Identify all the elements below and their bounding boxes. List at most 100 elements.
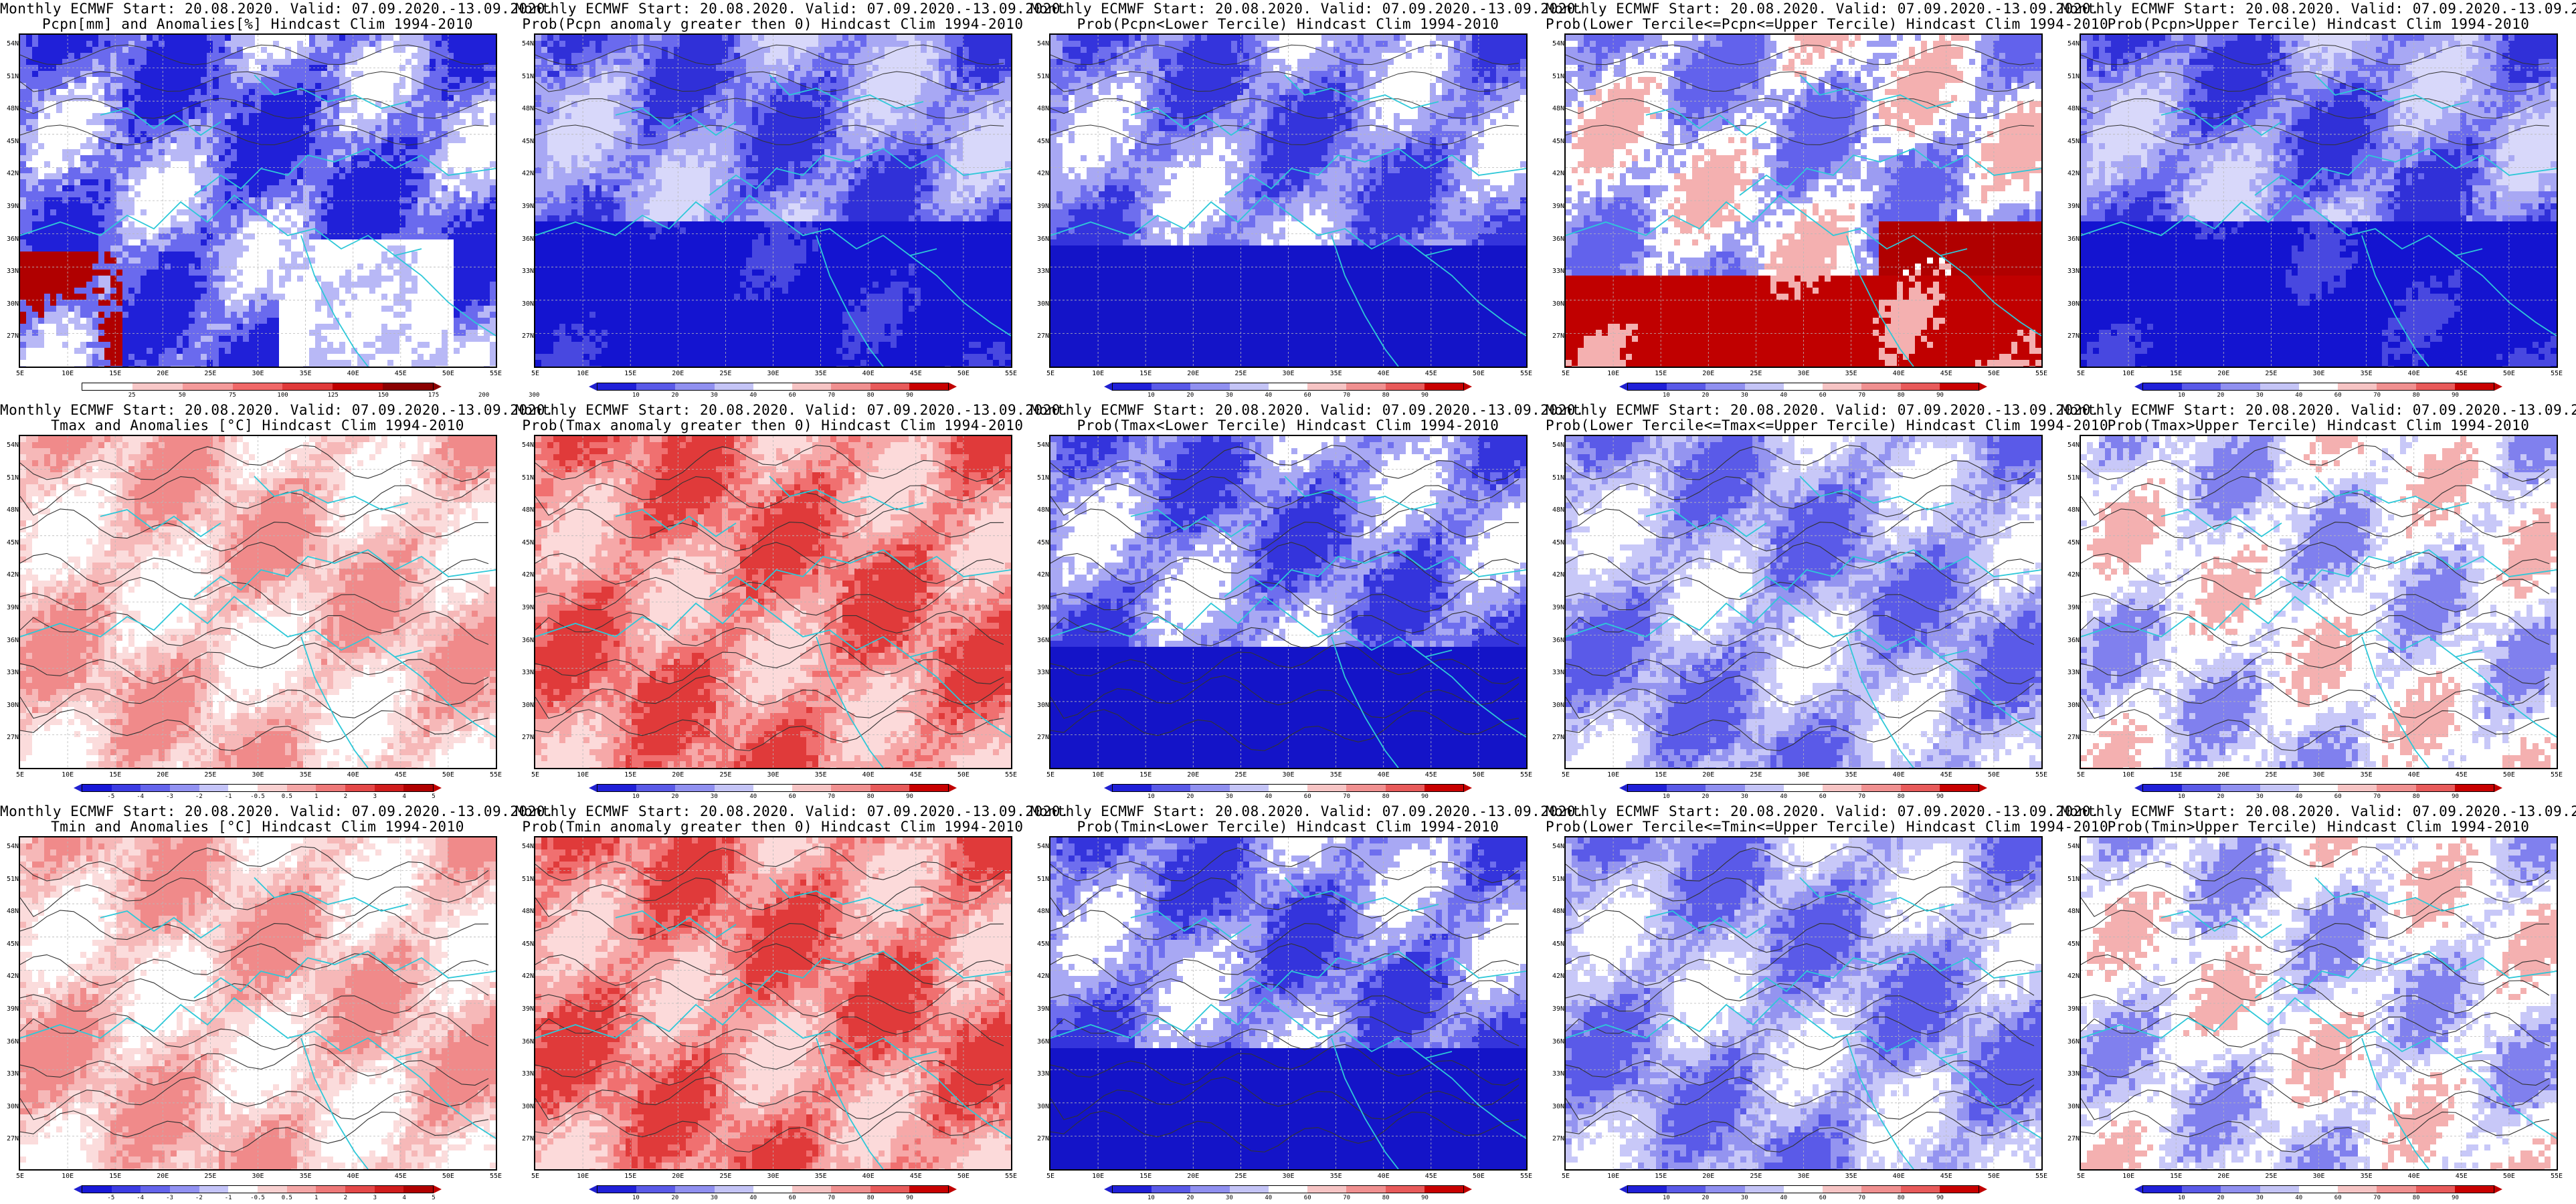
colorbar-tick-label: 20 — [1701, 392, 1709, 399]
longitude-label: 35E — [2357, 1173, 2377, 1180]
longitude-label: 40E — [343, 1173, 363, 1180]
latitude-label: 27N — [2063, 1135, 2080, 1142]
colorbar-cell — [870, 1186, 909, 1193]
colorbar-cell — [82, 383, 132, 390]
longitude-label: 45E — [1421, 370, 1441, 377]
colorbar-tick-label: 60 — [2334, 1195, 2342, 1201]
longitude-label: 30E — [2309, 370, 2329, 377]
longitude-label: 30E — [2309, 1173, 2329, 1180]
longitude-label: 15E — [1651, 370, 1671, 377]
colorbar-tick-label: 30 — [711, 1195, 718, 1201]
colorbar-cell — [1628, 785, 1667, 791]
latitude-label: 42N — [1548, 170, 1564, 177]
longitude-label: 35E — [1841, 1173, 1861, 1180]
colorbar-cell — [132, 383, 183, 390]
longitude-label: 5E — [525, 1173, 545, 1180]
colorbar-tick-label: 80 — [1382, 1195, 1390, 1201]
panel-title-line2: Prob(Lower Tercile<=Tmax<=Upper Tercile)… — [1546, 418, 2061, 433]
colorbar-cell — [112, 785, 141, 791]
latitude-label: 42N — [1548, 973, 1564, 980]
latitude-label: 54N — [1033, 40, 1049, 47]
latitude-label: 54N — [1548, 843, 1564, 850]
colorbar-tick-label: 1 — [314, 793, 318, 800]
colorbar-cell — [1667, 785, 1706, 791]
latitude-label: 39N — [1548, 1005, 1564, 1013]
colorbar-low-arrow — [589, 784, 597, 792]
longitude-label: 10E — [2118, 370, 2138, 377]
colorbar-tick-label: 20 — [1701, 793, 1709, 800]
latitude-label: 30N — [1033, 1103, 1049, 1110]
map-field — [2081, 35, 2557, 367]
latitude-label: 51N — [518, 876, 534, 883]
colorbar — [589, 784, 957, 792]
colorbar-tick-label: 40 — [1265, 392, 1272, 399]
colorbar-tick-label: 5 — [432, 793, 435, 800]
colorbar-tick-label: 40 — [1780, 392, 1787, 399]
colorbar-tick-label: 150 — [378, 392, 389, 399]
longitude-label: 20E — [2213, 771, 2233, 779]
colorbar-high-arrow — [1464, 383, 1472, 391]
map-field — [1050, 837, 1526, 1169]
colorbar-ticks: 10 20 30 40 60 70 80 90 — [1112, 793, 1464, 801]
panel-title-line2: Prob(Tmax<Lower Tercile) Hindcast Clim 1… — [1030, 418, 1546, 433]
colorbar-cell — [2416, 785, 2455, 791]
colorbar-cell — [112, 1186, 141, 1193]
colorbar-tick-label: 80 — [2413, 1195, 2420, 1201]
map-area — [1049, 836, 1528, 1171]
colorbar-tick-label: 30 — [1226, 1195, 1233, 1201]
colorbar-tick-label: -0.5 — [250, 1195, 265, 1201]
latitude-label: 51N — [518, 73, 534, 80]
map-field — [1566, 35, 2041, 367]
colorbar-tick-label: 60 — [1819, 1195, 1827, 1201]
colorbar — [74, 383, 442, 391]
colorbar-ticks: 10 20 30 40 60 70 80 90 — [1627, 392, 1979, 400]
colorbar-high-arrow — [1464, 784, 1472, 792]
colorbar-cell — [2338, 1186, 2377, 1193]
longitude-label: 15E — [1651, 1173, 1671, 1180]
longitude-label: 20E — [1698, 771, 1718, 779]
colorbar-cell — [183, 383, 233, 390]
latitude-label: 36N — [3, 637, 19, 644]
forecast-panel: Monthly ECMWF Start: 20.08.2020. Valid: … — [515, 0, 1030, 401]
colorbar-tick-label: 70 — [1343, 793, 1350, 800]
longitude-label: 55E — [1516, 771, 1536, 779]
colorbar-tick-label: 90 — [1936, 392, 1944, 399]
longitude-label: 35E — [1841, 370, 1861, 377]
latitude-label: 39N — [1548, 604, 1564, 611]
longitude-label: 25E — [715, 1173, 735, 1180]
colorbar-tick-label: 90 — [2452, 793, 2459, 800]
colorbar-cell — [1667, 383, 1706, 390]
forecast-panel: Monthly ECMWF Start: 20.08.2020. Valid: … — [1546, 0, 2061, 401]
latitude-label: 45N — [518, 138, 534, 145]
colorbar-cell — [1940, 785, 1979, 791]
colorbar-tick-label: 10 — [1147, 793, 1155, 800]
forecast-panel: Monthly ECMWF Start: 20.08.2020. Valid: … — [515, 803, 1030, 1204]
longitude-label: 5E — [1556, 1173, 1576, 1180]
colorbar-high-arrow — [1979, 784, 1987, 792]
colorbar-cell — [2377, 383, 2415, 390]
longitude-label: 40E — [2404, 1173, 2424, 1180]
longitude-label: 30E — [763, 771, 784, 779]
colorbar-cell — [228, 1186, 258, 1193]
colorbar-cell — [2455, 1186, 2494, 1193]
latitude-label: 54N — [518, 441, 534, 449]
latitude-label: 48N — [1033, 105, 1049, 112]
latitude-label: 54N — [3, 843, 19, 850]
longitude-label: 50E — [1469, 1173, 1489, 1180]
latitude-label: 42N — [1548, 571, 1564, 579]
longitude-label: 5E — [10, 771, 30, 779]
colorbar-cell — [1784, 785, 1823, 791]
colorbar-cell — [597, 1186, 636, 1193]
longitude-label: 45E — [1936, 771, 1956, 779]
latitude-label: 36N — [518, 235, 534, 243]
panel-title-line1: Monthly ECMWF Start: 20.08.2020. Valid: … — [515, 403, 1030, 418]
longitude-label: 10E — [573, 1173, 593, 1180]
colorbar — [1104, 383, 1472, 391]
forecast-panel: Monthly ECMWF Start: 20.08.2020. Valid: … — [0, 401, 515, 803]
latitude-label: 30N — [2063, 702, 2080, 709]
colorbar-low-arrow — [1104, 1185, 1112, 1193]
colorbar — [1104, 1185, 1472, 1193]
latitude-label: 27N — [1548, 734, 1564, 741]
longitude-label: 15E — [2166, 1173, 2186, 1180]
colorbar-cell — [199, 785, 229, 791]
